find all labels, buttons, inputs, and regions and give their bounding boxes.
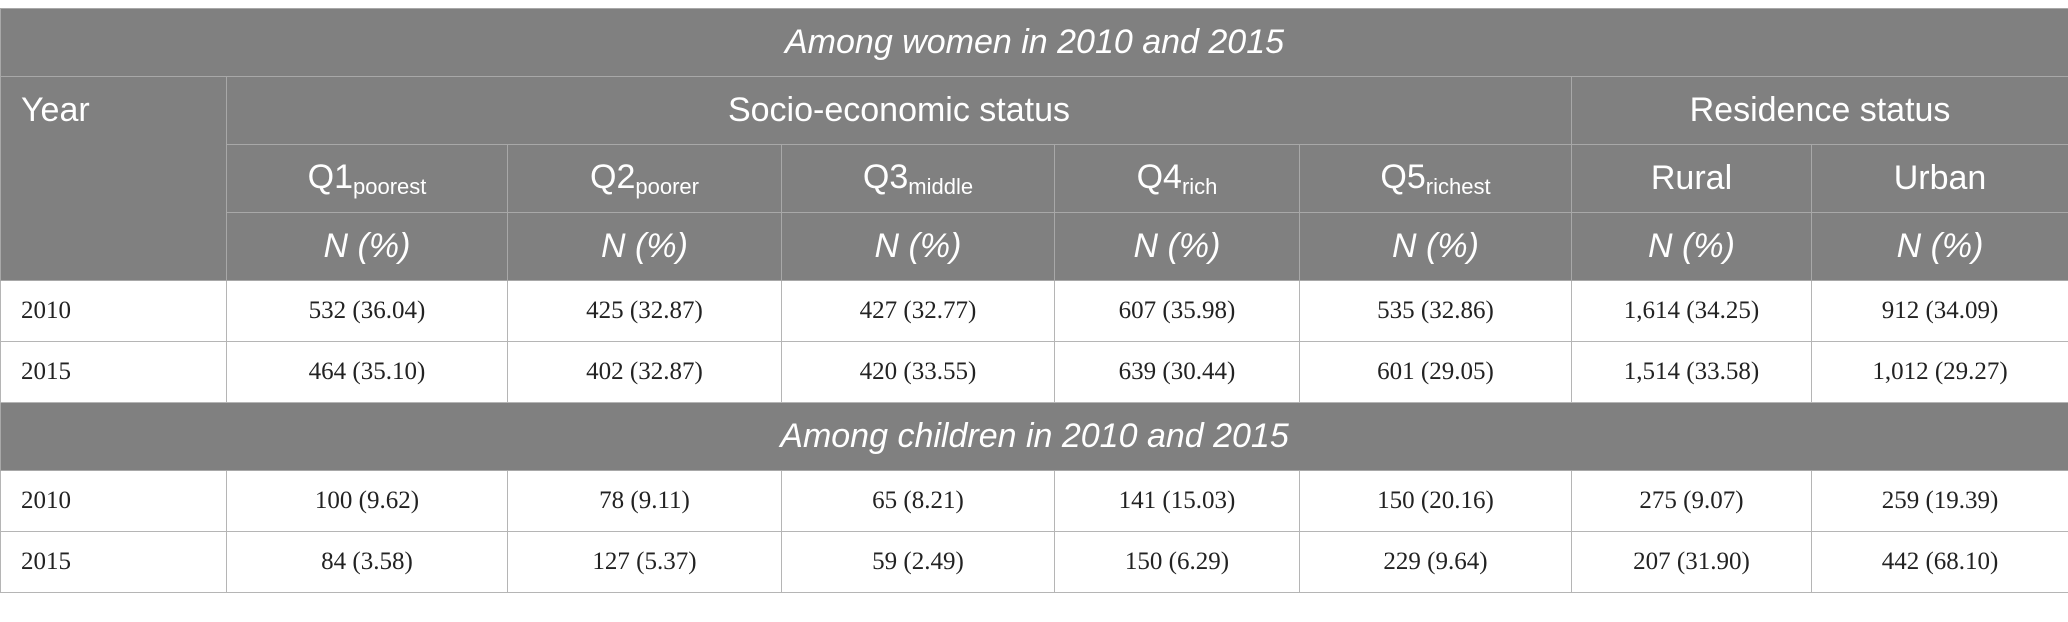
q3-header: Q3middle	[782, 145, 1055, 213]
data-cell: 532 (36.04)	[227, 281, 508, 342]
year-cell: 2010	[1, 471, 227, 532]
data-cell: 420 (33.55)	[782, 342, 1055, 403]
data-cell: 464 (35.10)	[227, 342, 508, 403]
residence-header: Residence status	[1572, 77, 2068, 145]
year-cell: 2010	[1, 281, 227, 342]
data-cell: 207 (31.90)	[1572, 532, 1812, 593]
q2-header: Q2poorer	[508, 145, 782, 213]
np-header: N (%)	[1055, 213, 1300, 281]
data-cell: 1,614 (34.25)	[1572, 281, 1812, 342]
year-cell: 2015	[1, 532, 227, 593]
data-cell: 607 (35.98)	[1055, 281, 1300, 342]
data-cell: 442 (68.10)	[1812, 532, 2068, 593]
np-header: N (%)	[1572, 213, 1812, 281]
data-cell: 259 (19.39)	[1812, 471, 2068, 532]
data-cell: 535 (32.86)	[1300, 281, 1572, 342]
data-cell: 427 (32.77)	[782, 281, 1055, 342]
urban-header: Urban	[1812, 145, 2068, 213]
data-cell: 84 (3.58)	[227, 532, 508, 593]
table-row: 2015 84 (3.58) 127 (5.37) 59 (2.49) 150 …	[1, 532, 2068, 593]
data-cell: 912 (34.09)	[1812, 281, 2068, 342]
data-cell: 229 (9.64)	[1300, 532, 1572, 593]
data-cell: 78 (9.11)	[508, 471, 782, 532]
np-header: N (%)	[508, 213, 782, 281]
table-row: 2010 532 (36.04) 425 (32.87) 427 (32.77)…	[1, 281, 2068, 342]
section-title-children: Among children in 2010 and 2015	[1, 403, 2068, 471]
q1-header: Q1poorest	[227, 145, 508, 213]
data-cell: 100 (9.62)	[227, 471, 508, 532]
q4-header: Q4rich	[1055, 145, 1300, 213]
data-cell: 275 (9.07)	[1572, 471, 1812, 532]
np-header: N (%)	[1812, 213, 2068, 281]
ses-header: Socio-economic status	[227, 77, 1572, 145]
data-cell: 402 (32.87)	[508, 342, 782, 403]
rural-header: Rural	[1572, 145, 1812, 213]
q5-header: Q5richest	[1300, 145, 1572, 213]
data-cell: 59 (2.49)	[782, 532, 1055, 593]
year-cell: 2015	[1, 342, 227, 403]
table-row: 2015 464 (35.10) 402 (32.87) 420 (33.55)…	[1, 342, 2068, 403]
np-header: N (%)	[227, 213, 508, 281]
data-cell: 425 (32.87)	[508, 281, 782, 342]
data-cell: 141 (15.03)	[1055, 471, 1300, 532]
table-row: 2010 100 (9.62) 78 (9.11) 65 (8.21) 141 …	[1, 471, 2068, 532]
data-cell: 601 (29.05)	[1300, 342, 1572, 403]
data-cell: 65 (8.21)	[782, 471, 1055, 532]
year-header: Year	[1, 77, 227, 281]
data-cell: 150 (6.29)	[1055, 532, 1300, 593]
data-cell: 1,012 (29.27)	[1812, 342, 2068, 403]
data-cell: 639 (30.44)	[1055, 342, 1300, 403]
section-title-women: Among women in 2010 and 2015	[1, 9, 2068, 77]
data-cell: 1,514 (33.58)	[1572, 342, 1812, 403]
data-cell: 127 (5.37)	[508, 532, 782, 593]
np-header: N (%)	[782, 213, 1055, 281]
np-header: N (%)	[1300, 213, 1572, 281]
data-table: Among women in 2010 and 2015 Year Socio-…	[0, 8, 2068, 593]
data-cell: 150 (20.16)	[1300, 471, 1572, 532]
